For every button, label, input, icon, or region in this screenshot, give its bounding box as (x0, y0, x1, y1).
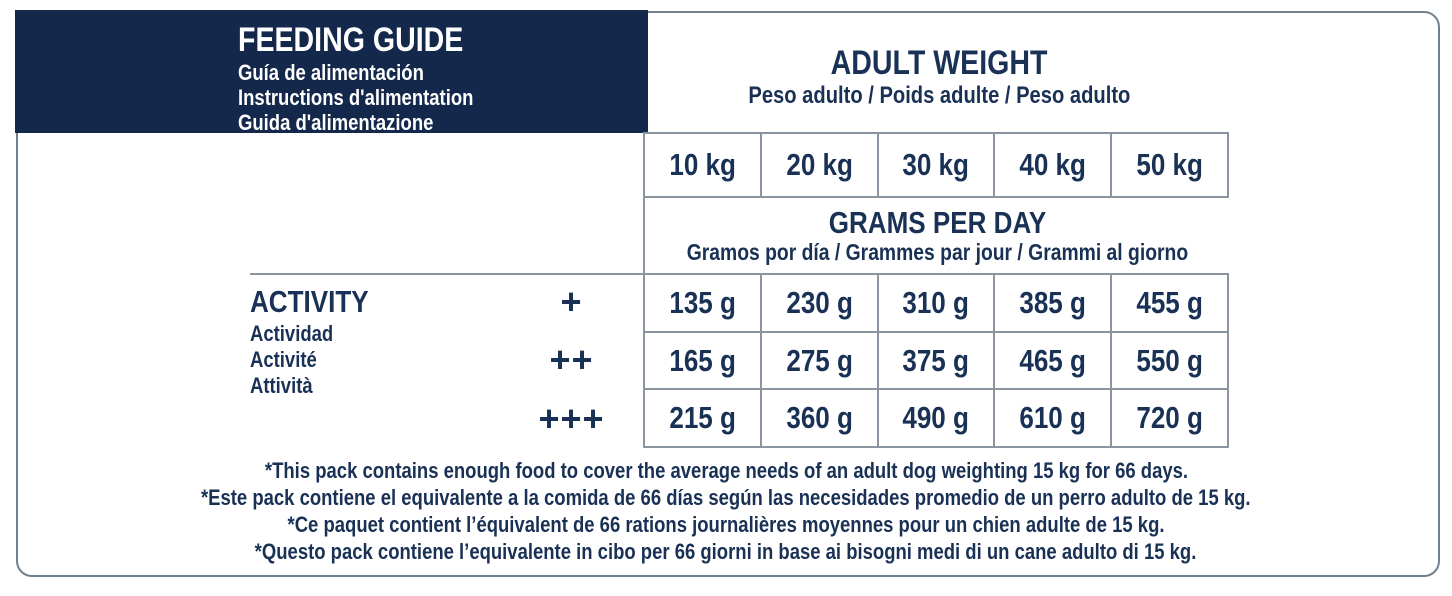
grams-value-cell: 215 g (669, 400, 736, 436)
weight-header-cell: 10 kg (669, 147, 736, 182)
grams-per-day-title: GRAMS PER DAY (828, 204, 1046, 240)
activity-subtitle-it: Attività (250, 373, 313, 398)
grams-value-cell: 275 g (759, 332, 877, 389)
activity-title: ACTIVITY (250, 284, 369, 319)
feeding-guide-subtitle-it: Guida d'alimentazione (238, 110, 434, 135)
activity-level-high: +++ (538, 397, 605, 439)
feeding-guide-title: FEEDING GUIDE (238, 21, 464, 59)
weight-header-cell: 40 kg (993, 134, 1110, 196)
feeding-guide-subtitle-fr: Instructions d'alimentation (238, 85, 474, 110)
grams-value-cell: 135 g (669, 284, 736, 320)
grams-per-day-subtitle: Gramos por día / Grammes par jour / Gram… (686, 238, 1188, 265)
weight-header-cell: 20 kg (759, 134, 877, 196)
card-frame (16, 11, 1440, 577)
adult-weight-subtitle: Peso adulto / Poids adulte / Peso adulto (748, 82, 1130, 109)
footnote-en: *This pack contains enough food to cover… (264, 458, 1188, 483)
table-row: 165 g 275 g 375 g 465 g 550 g (645, 330, 1227, 389)
adult-weight-header: ADULT WEIGHT Peso adulto / Poids adulte … (646, 44, 1232, 110)
footnote-es: *Este pack contiene el equivalente a la … (201, 485, 1251, 510)
adult-weight-title: ADULT WEIGHT (830, 44, 1048, 82)
grams-per-day-band: GRAMS PER DAY Gramos por día / Grammes p… (643, 198, 1229, 273)
activity-header: ACTIVITY Actividad Activité Attività (250, 273, 643, 399)
weight-header-row: 10 kg 20 kg 30 kg 40 kg 50 kg (643, 132, 1229, 198)
weight-header-cell: 50 kg (1110, 134, 1227, 196)
grams-value-cell: 310 g (876, 275, 994, 331)
grams-value-cell: 360 g (759, 390, 877, 447)
activity-subtitle-es: Actividad (250, 321, 334, 346)
activity-level-low: + (560, 281, 583, 323)
feeding-table: 135 g 230 g 310 g 385 g 455 g 165 g 275 … (643, 273, 1229, 448)
footnotes: *This pack contains enough food to cover… (16, 457, 1436, 565)
table-row: 135 g 230 g 310 g 385 g 455 g (645, 275, 1227, 331)
feeding-guide-header: FEEDING GUIDE Guía de alimentación Instr… (15, 10, 648, 135)
feeding-guide-subtitle-es: Guía de alimentación (238, 60, 424, 85)
grams-value-cell: 375 g (876, 332, 994, 389)
footnote-fr: *Ce paquet contient l’équivalent de 66 r… (287, 512, 1165, 537)
grams-value-cell: 720 g (1110, 390, 1227, 447)
grams-value-cell: 455 g (1110, 275, 1227, 331)
grams-value-cell: 165 g (669, 342, 736, 378)
grams-value-cell: 465 g (993, 332, 1110, 389)
activity-level-column: + ++ +++ (500, 273, 643, 448)
footnote-it: *Questo pack contiene l’equivalente in c… (255, 539, 1197, 564)
activity-subtitle-fr: Activité (250, 347, 317, 372)
weight-header-cell: 30 kg (876, 134, 994, 196)
grams-value-cell: 490 g (876, 390, 994, 447)
grams-value-cell: 385 g (993, 275, 1110, 331)
grams-value-cell: 550 g (1110, 332, 1227, 389)
activity-level-medium: ++ (549, 339, 594, 381)
grams-value-cell: 230 g (759, 275, 877, 331)
grams-value-cell: 610 g (993, 390, 1110, 447)
table-row: 215 g 360 g 490 g 610 g 720 g (645, 388, 1227, 447)
